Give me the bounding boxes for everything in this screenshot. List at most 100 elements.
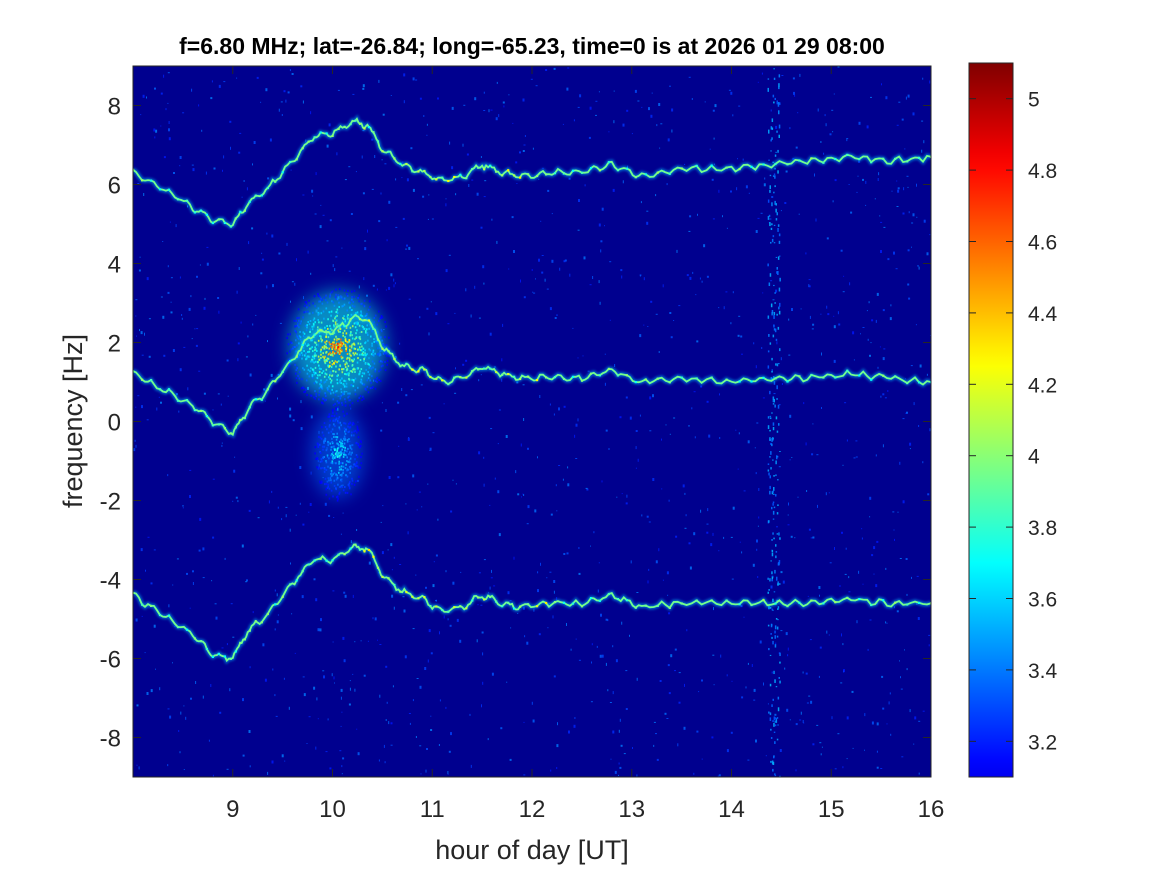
- noise-speckle: [430, 729, 433, 731]
- noise-speckle: [510, 627, 512, 629]
- noise-speckle: [901, 756, 904, 758]
- hotspot-pixel: [364, 349, 366, 352]
- noise-speckle: [867, 338, 869, 341]
- noise-speckle: [900, 676, 901, 679]
- noise-speckle: [195, 681, 197, 684]
- trace-highlight: [376, 140, 380, 143]
- noise-speckle: [480, 604, 483, 606]
- hotspot-pixel: [295, 319, 298, 322]
- hotspot-pixel: [364, 356, 366, 359]
- noise-speckle: [515, 161, 518, 164]
- noise-speckle: [322, 670, 325, 672]
- trace-highlight: [562, 601, 566, 604]
- hotspot-pixel: [307, 368, 310, 371]
- band-speckle: [775, 218, 778, 221]
- hotspot-pixel: [335, 348, 337, 351]
- y-tick-label: -2: [100, 489, 121, 516]
- hotspot-pixel: [353, 358, 355, 361]
- hotspot-pixel: [339, 445, 342, 448]
- noise-speckle: [186, 572, 188, 575]
- noise-speckle: [349, 680, 351, 682]
- trace-highlight: [158, 613, 162, 617]
- hotspot-pixel: [350, 493, 352, 496]
- noise-speckle: [614, 364, 616, 367]
- noise-speckle: [909, 442, 912, 446]
- hotspot-pixel: [357, 342, 360, 345]
- noise-speckle: [382, 505, 384, 507]
- y-tick-label: -6: [100, 647, 121, 674]
- noise-speckle: [599, 301, 601, 305]
- band-speckle: [772, 422, 775, 426]
- noise-speckle: [141, 615, 143, 617]
- noise-speckle: [709, 148, 711, 150]
- trace-highlight: [489, 367, 492, 370]
- band-speckle: [774, 302, 776, 304]
- noise-speckle: [656, 124, 658, 127]
- hotspot-pixel: [345, 385, 348, 388]
- noise-speckle: [427, 483, 429, 485]
- hotspot-pixel: [316, 381, 318, 384]
- noise-speckle: [476, 192, 479, 196]
- trace-highlight: [435, 377, 438, 380]
- noise-speckle: [208, 739, 210, 742]
- noise-speckle: [588, 136, 591, 139]
- hotspot-pixel: [331, 414, 334, 417]
- noise-speckle: [385, 289, 387, 291]
- band-speckle: [772, 761, 775, 765]
- noise-speckle: [651, 92, 653, 94]
- band-speckle: [775, 474, 777, 477]
- noise-speckle: [834, 547, 835, 550]
- noise-speckle: [415, 736, 417, 738]
- hotspot-pixel: [328, 424, 331, 427]
- trace-highlight: [411, 170, 414, 173]
- hotspot-pixel: [341, 305, 344, 308]
- noise-speckle: [364, 240, 367, 242]
- hotspot-pixel: [346, 294, 349, 297]
- noise-speckle: [429, 447, 432, 451]
- band-speckle: [777, 724, 779, 726]
- noise-speckle: [562, 123, 564, 125]
- band-speckle: [771, 437, 773, 442]
- noise-speckle: [328, 514, 331, 517]
- noise-speckle: [635, 430, 638, 432]
- hotspot-pixel: [311, 374, 314, 376]
- hotspot-pixel: [344, 400, 347, 403]
- noise-speckle: [789, 127, 791, 130]
- hotspot-pixel: [332, 433, 334, 435]
- trace-highlight: [786, 380, 789, 383]
- noise-speckle: [876, 540, 879, 543]
- trace-highlight: [471, 370, 474, 373]
- noise-speckle: [260, 101, 262, 103]
- hotspot-pixel: [332, 473, 334, 476]
- trace-highlight: [150, 179, 153, 182]
- hotspot-pixel: [360, 312, 363, 315]
- noise-speckle: [757, 576, 759, 578]
- trace-highlight: [248, 406, 251, 409]
- noise-speckle: [523, 721, 525, 723]
- hotspot-pixel: [359, 349, 362, 352]
- noise-speckle: [866, 310, 868, 312]
- noise-speckle: [556, 744, 559, 748]
- trace-highlight: [223, 655, 226, 658]
- band-speckle: [778, 363, 780, 365]
- noise-speckle: [828, 634, 830, 636]
- trace-highlight: [774, 377, 777, 380]
- band-speckle: [778, 677, 780, 679]
- noise-speckle: [147, 536, 150, 538]
- band-speckle: [779, 652, 781, 657]
- hotspot-pixel: [375, 341, 378, 344]
- noise-speckle: [470, 314, 472, 318]
- noise-speckle: [906, 411, 908, 414]
- noise-speckle: [612, 645, 614, 648]
- hotspot-pixel: [385, 325, 387, 328]
- hotspot-pixel: [320, 437, 323, 440]
- noise-speckle: [875, 454, 877, 457]
- hotspot-pixel: [299, 338, 302, 341]
- trace-highlight: [405, 162, 408, 166]
- noise-speckle: [593, 531, 595, 534]
- hotspot-pixel: [343, 422, 345, 425]
- noise-speckle: [730, 322, 732, 325]
- noise-speckle: [168, 604, 170, 608]
- noise-speckle: [585, 487, 588, 489]
